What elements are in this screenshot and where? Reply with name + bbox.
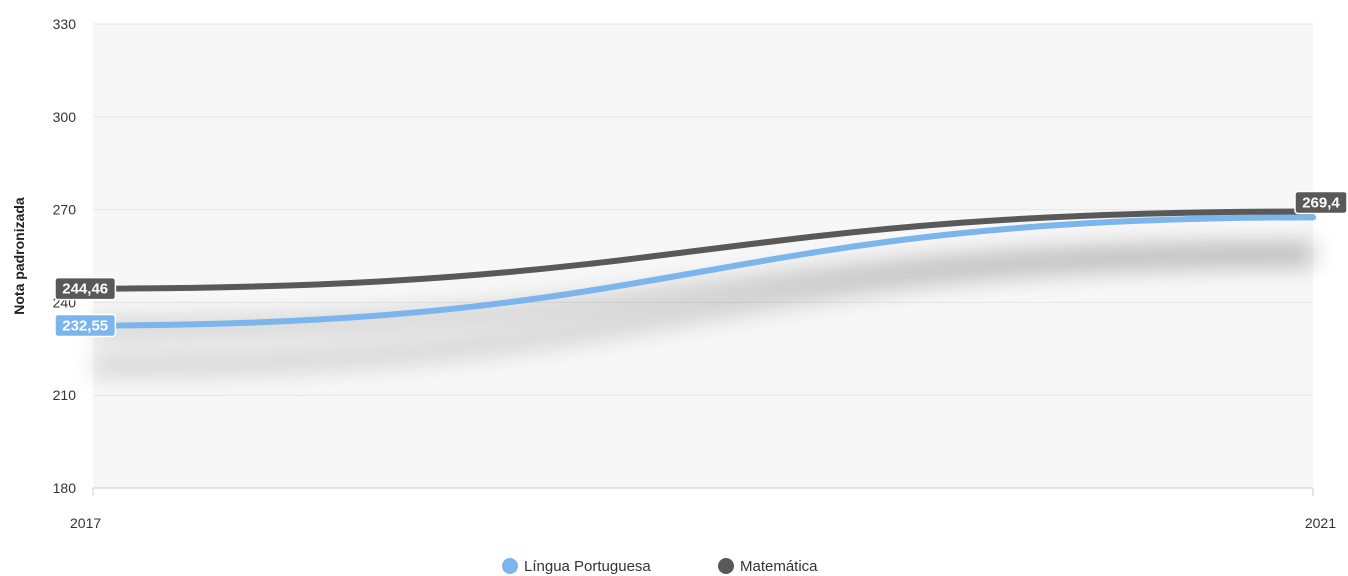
legend[interactable]: Língua Portuguesa Matemática: [502, 558, 818, 575]
y-tick-label: 300: [53, 109, 77, 125]
data-label-box: [54, 276, 117, 301]
data-label: 244,46: [54, 276, 117, 301]
legend-marker-matematica[interactable]: [718, 558, 734, 574]
data-point[interactable]: [1310, 214, 1316, 221]
y-axis-title: Nota padronizada: [11, 197, 27, 315]
data-label: 269,4: [1294, 190, 1348, 215]
series-shadow: [92, 250, 1314, 373]
legend-label-lingua-portuguesa[interactable]: Língua Portuguesa: [524, 558, 651, 575]
x-tick-label: 2017: [70, 515, 101, 531]
data-label-box: [54, 313, 117, 338]
y-tick-label: 330: [53, 16, 77, 32]
data-label-text: 269,4: [1302, 194, 1340, 211]
y-tick-label: 210: [53, 387, 77, 403]
data-label-text: 232,55: [62, 317, 108, 334]
series-shadow: [92, 244, 1314, 336]
legend-label-matematica[interactable]: Matemática: [740, 558, 818, 575]
data-label-box: [1294, 190, 1348, 215]
x-axis-ticks: 2017 2021: [70, 488, 1336, 531]
series-line[interactable]: [90, 214, 1316, 329]
legend-marker-lingua-portuguesa[interactable]: [502, 558, 518, 574]
y-tick-label: 180: [53, 480, 77, 496]
data-labels: 232,55 244,46 269,4: [54, 190, 1348, 338]
series-shadows: [92, 244, 1314, 373]
y-tick-label: 270: [53, 202, 77, 218]
x-tick-label: 2021: [1305, 515, 1336, 531]
data-label-text: 244,46: [62, 281, 108, 298]
data-label: 232,55: [54, 313, 117, 338]
series-line[interactable]: [90, 208, 1316, 292]
